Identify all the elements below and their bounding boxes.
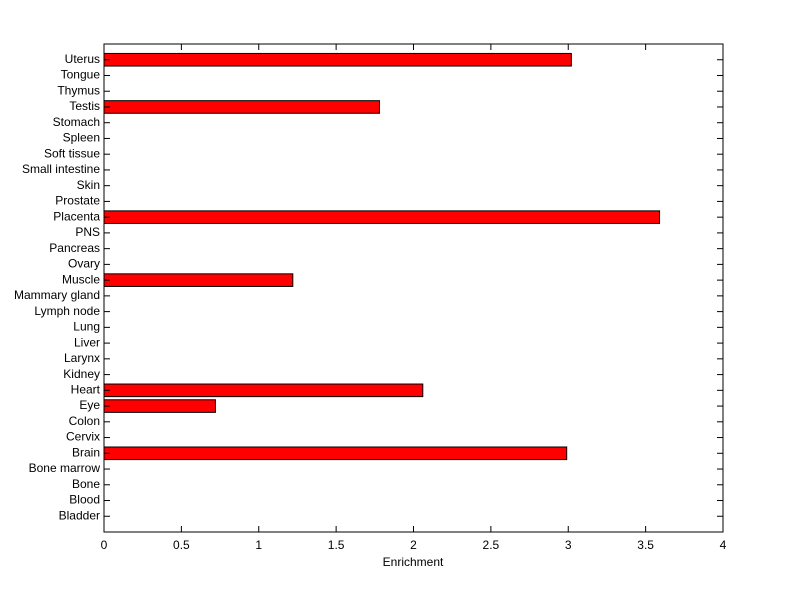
y-tick-label: Heart — [71, 382, 101, 396]
x-tick-label: 3.5 — [637, 538, 654, 552]
x-tick-label: 1.5 — [328, 538, 345, 552]
y-tick-label: Kidney — [63, 367, 100, 381]
y-tick-label: Spleen — [63, 131, 100, 145]
y-tick-label: Eye — [79, 398, 100, 412]
y-tick-label: Stomach — [53, 115, 100, 129]
y-tick-label: Blood — [69, 493, 100, 507]
x-tick-label: 0 — [101, 538, 108, 552]
y-tick-label: Thymus — [57, 83, 100, 97]
y-tick-label: Tongue — [61, 68, 101, 82]
y-tick-label: Muscle — [62, 272, 100, 286]
y-tick-label: Lung — [73, 320, 100, 334]
bar — [103, 446, 568, 461]
y-tick-label: Cervix — [66, 430, 100, 444]
y-tick-label: Colon — [69, 414, 100, 428]
y-tick-label: Uterus — [65, 52, 100, 66]
y-tick-label: PNS — [75, 225, 100, 239]
x-tick-label: 3 — [565, 538, 572, 552]
y-tick-label: Lymph node — [34, 304, 100, 318]
bar — [103, 383, 424, 398]
x-tick-label: 2 — [410, 538, 417, 552]
y-tick-label: Bladder — [59, 508, 100, 522]
y-tick-label: Liver — [74, 335, 100, 349]
y-tick-label: Bone marrow — [29, 461, 101, 475]
y-tick-label: Small intestine — [22, 162, 100, 176]
bar — [103, 52, 572, 67]
x-tick-label: 1 — [255, 538, 262, 552]
x-tick-label: 0.5 — [173, 538, 190, 552]
bar — [103, 210, 661, 224]
y-tick-label: Ovary — [68, 257, 100, 271]
y-tick-label: Brain — [72, 445, 100, 459]
bar — [103, 399, 216, 413]
y-tick-label: Pancreas — [49, 241, 100, 255]
x-tick-label: 2.5 — [483, 538, 500, 552]
y-tick-label: Mammary gland — [14, 288, 100, 302]
y-tick-label: Bone — [72, 477, 100, 491]
y-tick-label: Skin — [77, 178, 100, 192]
y-tick-label: Testis — [69, 99, 100, 113]
x-axis-label: Enrichment — [383, 555, 444, 569]
bar — [103, 273, 294, 287]
y-tick-label: Larynx — [64, 351, 100, 365]
y-tick-label: Placenta — [53, 209, 100, 223]
y-tick-label: Soft tissue — [44, 146, 100, 160]
bar — [103, 100, 380, 114]
y-tick-label: Prostate — [55, 194, 100, 208]
x-tick-label: 4 — [720, 538, 727, 552]
